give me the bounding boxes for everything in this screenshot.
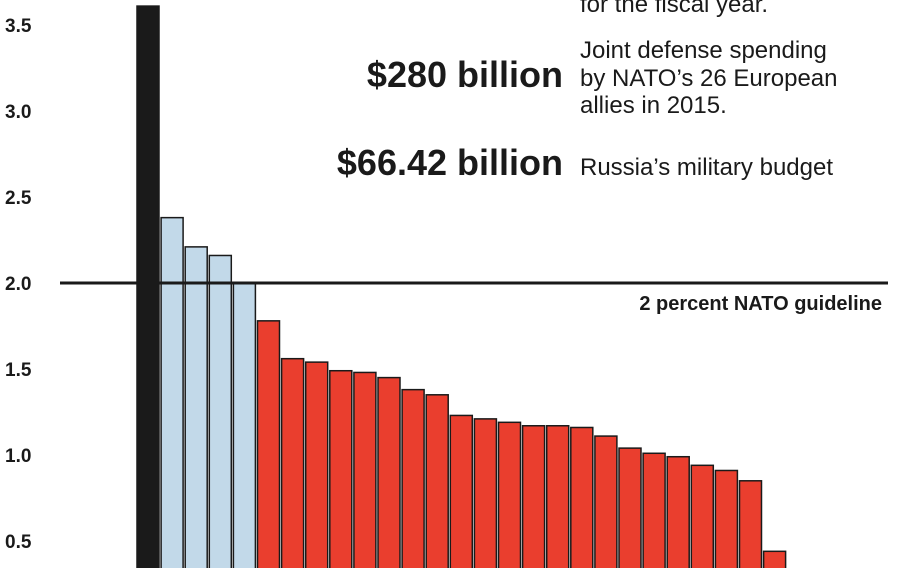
y-tick-label: 2.5 (5, 188, 32, 209)
bar (714, 469, 739, 568)
bar (377, 376, 401, 568)
bars-group (136, 5, 787, 568)
bar (618, 447, 642, 568)
annotation-fiscal-year-desc: for the fiscal year. (580, 0, 768, 18)
annotation-nato-european-desc-line-1: Joint defense spending (580, 37, 827, 64)
bar (329, 369, 353, 568)
bar (738, 480, 763, 568)
bar (642, 452, 666, 568)
bar (160, 216, 184, 568)
bar (449, 414, 474, 568)
annotation-russia-amount: $66.42 billion (337, 142, 563, 183)
bar (280, 357, 305, 568)
bar (690, 464, 715, 568)
annotation-fiscal-year: for the fiscal year. (580, 0, 768, 18)
y-tick-label: 0.5 (5, 532, 32, 553)
bar (184, 246, 208, 568)
annotation-nato-european-desc-line-2: by NATO’s 26 European (580, 65, 837, 92)
bar (232, 282, 257, 568)
y-tick-label: 2.0 (5, 274, 31, 295)
bar (521, 425, 546, 568)
annotation-nato-european: $280 billion Joint defense spending by N… (367, 37, 838, 119)
bar (497, 421, 522, 568)
bar (304, 361, 329, 568)
y-tick-label: 3.5 (5, 16, 32, 37)
guideline-label: 2 percent NATO guideline (639, 293, 882, 315)
bar (473, 418, 498, 568)
bar (594, 435, 618, 568)
y-axis: 0.5 1.0 1.5 2.0 2.5 3.0 3.5 (5, 16, 32, 553)
bar (545, 425, 570, 568)
bar (666, 455, 690, 568)
annotation-nato-european-amount: $280 billion (367, 54, 563, 95)
y-tick-label: 1.5 (5, 360, 32, 381)
bar (425, 394, 449, 568)
bar (353, 371, 377, 568)
y-tick-label: 3.0 (5, 102, 31, 123)
bar (208, 254, 233, 568)
annotation-russia: $66.42 billion Russia’s military budget (337, 142, 833, 183)
bar (570, 426, 594, 568)
bar (762, 550, 787, 568)
bar (401, 388, 425, 568)
annotation-nato-european-desc-line-3: allies in 2015. (580, 92, 727, 119)
bar (256, 320, 281, 568)
annotation-russia-desc: Russia’s military budget (580, 154, 833, 181)
y-tick-label: 1.0 (5, 446, 31, 467)
bar (136, 5, 160, 568)
